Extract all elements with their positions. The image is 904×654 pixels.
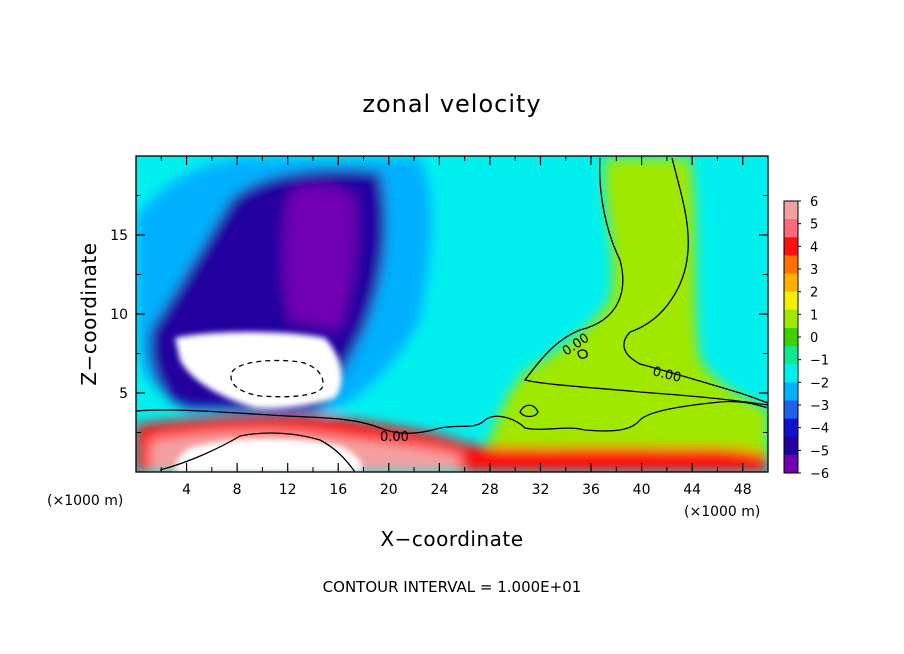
contour-lines xyxy=(136,157,768,472)
x-tick-label: 36 xyxy=(582,482,600,498)
x-tick-label: 24 xyxy=(430,482,448,498)
colorbar-label: 1 xyxy=(810,308,818,323)
chart-title: zonal velocity xyxy=(362,90,541,118)
zero-contour-low-level xyxy=(136,400,768,434)
colorbar-swatch xyxy=(784,454,798,474)
field-westerly-out-of-range xyxy=(175,438,362,472)
x-axis-ticks: 4 8 12 16 20 24 28 32 36 40 44 48 xyxy=(160,156,752,498)
colorbar: 6 5 4 3 2 1 0 −1 −2 −3 −4 −5 −6 xyxy=(783,195,829,482)
colorbar-label: 3 xyxy=(810,263,818,278)
x-tick-label: 44 xyxy=(683,482,701,498)
x-tick-label: 32 xyxy=(532,482,550,498)
field-westerly-column xyxy=(610,158,690,345)
y-axis-label: Z−coordinate xyxy=(77,242,101,385)
colorbar-label: −4 xyxy=(810,422,829,437)
colorbar-swatch xyxy=(784,291,798,311)
colorbar-label: 6 xyxy=(810,195,818,210)
x-tick-label: 8 xyxy=(233,482,242,498)
dashed-contour-easterly xyxy=(230,359,324,398)
contour-interval-note: CONTOUR INTERVAL = 1.000E+01 xyxy=(323,578,582,596)
colorbar-swatch xyxy=(784,436,798,456)
zero-contour-westerly-tongue xyxy=(523,157,768,406)
colorbar-swatch xyxy=(784,382,798,401)
velocity-field xyxy=(136,156,768,472)
colorbar-swatch xyxy=(784,237,798,256)
zero-contour-westerly-column xyxy=(623,157,768,404)
contour-label-1: 0.00 xyxy=(380,430,409,445)
colorbar-swatch xyxy=(784,201,798,220)
x-axis-label: X−coordinate xyxy=(380,527,523,551)
x-tick-label: 40 xyxy=(633,482,651,498)
y-tick-label: 10 xyxy=(110,307,128,323)
colorbar-label: 5 xyxy=(810,218,818,233)
colorbar-label: −2 xyxy=(810,376,829,391)
contour-closed-eddy xyxy=(519,404,539,418)
colorbar-swatch xyxy=(784,327,798,347)
x-unit-right: (×1000 m) xyxy=(684,504,760,520)
colorbar-label: −5 xyxy=(810,444,829,459)
colorbar-label: −6 xyxy=(810,467,829,482)
contour-jet-inner xyxy=(159,432,356,472)
x-tick-label: 16 xyxy=(329,482,347,498)
x-tick-label: 28 xyxy=(481,482,499,498)
colorbar-swatch xyxy=(784,309,798,329)
colorbar-label: −1 xyxy=(810,354,829,369)
x-tick-label: 20 xyxy=(380,482,398,498)
colorbar-label: 2 xyxy=(810,286,818,301)
colorbar-label: 0 xyxy=(810,331,818,346)
field-westerly-tongue xyxy=(480,158,768,472)
colorbar-label: 4 xyxy=(810,240,818,255)
y-tick-label: 5 xyxy=(119,386,128,402)
colorbar-swatch xyxy=(784,418,798,438)
field-easterly-max xyxy=(282,184,357,330)
x-tick-label: 12 xyxy=(279,482,297,498)
field-easterly-out-of-range xyxy=(175,332,342,409)
colorbar-swatch xyxy=(784,346,798,365)
colorbar-label: −3 xyxy=(810,399,829,414)
colorbar-swatch xyxy=(784,273,798,293)
colorbar-swatch xyxy=(784,400,798,419)
x-tick-label: 48 xyxy=(734,482,752,498)
colorbar-swatch xyxy=(784,255,798,274)
colorbar-swatch xyxy=(784,364,798,383)
colorbar-swatch xyxy=(784,219,798,238)
contour-label-3: 0.00 xyxy=(651,364,683,386)
y-axis-ticks: 5 10 15 xyxy=(110,195,768,433)
y-tick-label: 15 xyxy=(110,228,128,244)
x-tick-label: 4 xyxy=(182,482,191,498)
contour-small-eddy xyxy=(577,349,588,359)
x-unit-left: (×1000 m) xyxy=(47,493,123,509)
